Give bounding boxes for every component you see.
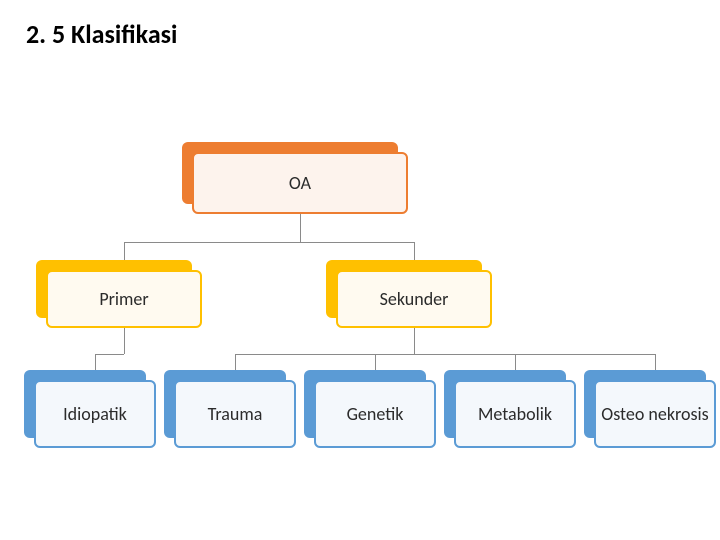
node-label: Trauma [174, 380, 296, 448]
node-label: Osteo nekrosis [594, 380, 716, 448]
node-label: Metabolik [454, 380, 576, 448]
node-label: Genetik [314, 380, 436, 448]
connector-v [300, 214, 301, 242]
node-label: Idiopatik [34, 380, 156, 448]
node-label: Primer [46, 270, 202, 328]
node-idiopatik: Idiopatik [24, 370, 156, 448]
connector-h [235, 354, 655, 355]
node-label: Sekunder [336, 270, 492, 328]
node-sekunder: Sekunder [326, 260, 492, 328]
node-osteo: Osteo nekrosis [584, 370, 716, 448]
node-metabolik: Metabolik [444, 370, 576, 448]
node-trauma: Trauma [164, 370, 296, 448]
connector-v [124, 328, 125, 354]
node-primer: Primer [36, 260, 202, 328]
node-root: OA [182, 142, 408, 214]
connector-h [95, 354, 124, 355]
node-genetik: Genetik [304, 370, 436, 448]
page-title: 2. 5 Klasifikasi [26, 18, 177, 50]
connector-v [414, 328, 415, 354]
node-label: OA [192, 152, 408, 214]
connector-h [124, 242, 414, 243]
